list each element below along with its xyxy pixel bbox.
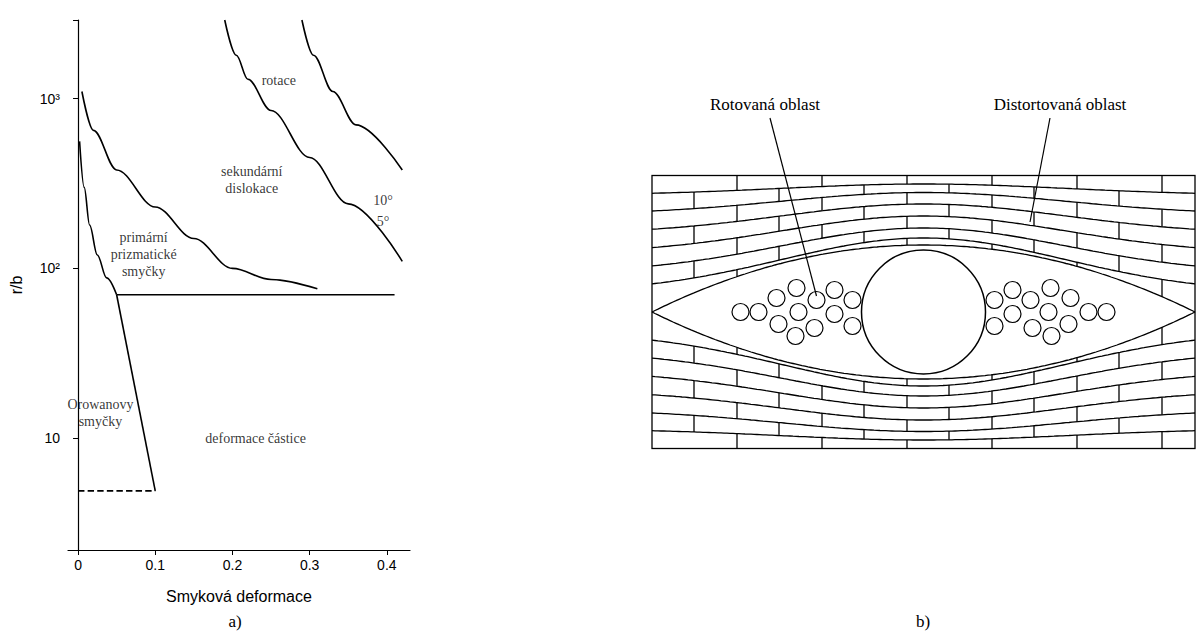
svg-text:r/b: r/b [8, 276, 25, 295]
svg-text:sekundární: sekundární [221, 164, 283, 179]
svg-text:prizmatické: prizmatické [111, 247, 177, 262]
svg-text:10³: 10³ [40, 91, 61, 107]
svg-text:smyčky: smyčky [122, 264, 166, 279]
svg-text:10²: 10² [40, 260, 61, 276]
svg-text:Smyková deformace: Smyková deformace [166, 588, 312, 605]
svg-text:0: 0 [74, 557, 82, 573]
svg-text:rotace: rotace [262, 73, 296, 88]
svg-text:10: 10 [44, 430, 60, 446]
svg-text:5°: 5° [377, 214, 390, 229]
svg-text:smyčky: smyčky [79, 414, 123, 429]
svg-text:10°: 10° [373, 193, 393, 208]
svg-text:0.2: 0.2 [223, 557, 243, 573]
svg-text:Orowanovy: Orowanovy [67, 397, 133, 412]
svg-text:Distortovaná oblast: Distortovaná oblast [994, 95, 1127, 114]
svg-text:0.4: 0.4 [377, 557, 397, 573]
html-text:a): a) [228, 612, 242, 631]
svg-text:0.1: 0.1 [146, 557, 166, 573]
svg-text:primární: primární [120, 230, 168, 245]
svg-text:Rotovaná oblast: Rotovaná oblast [710, 95, 820, 114]
html-text:b): b) [915, 612, 931, 631]
svg-text:0.3: 0.3 [300, 557, 320, 573]
svg-text:dislokace: dislokace [225, 181, 278, 196]
svg-text:deformace částice: deformace částice [205, 431, 306, 446]
